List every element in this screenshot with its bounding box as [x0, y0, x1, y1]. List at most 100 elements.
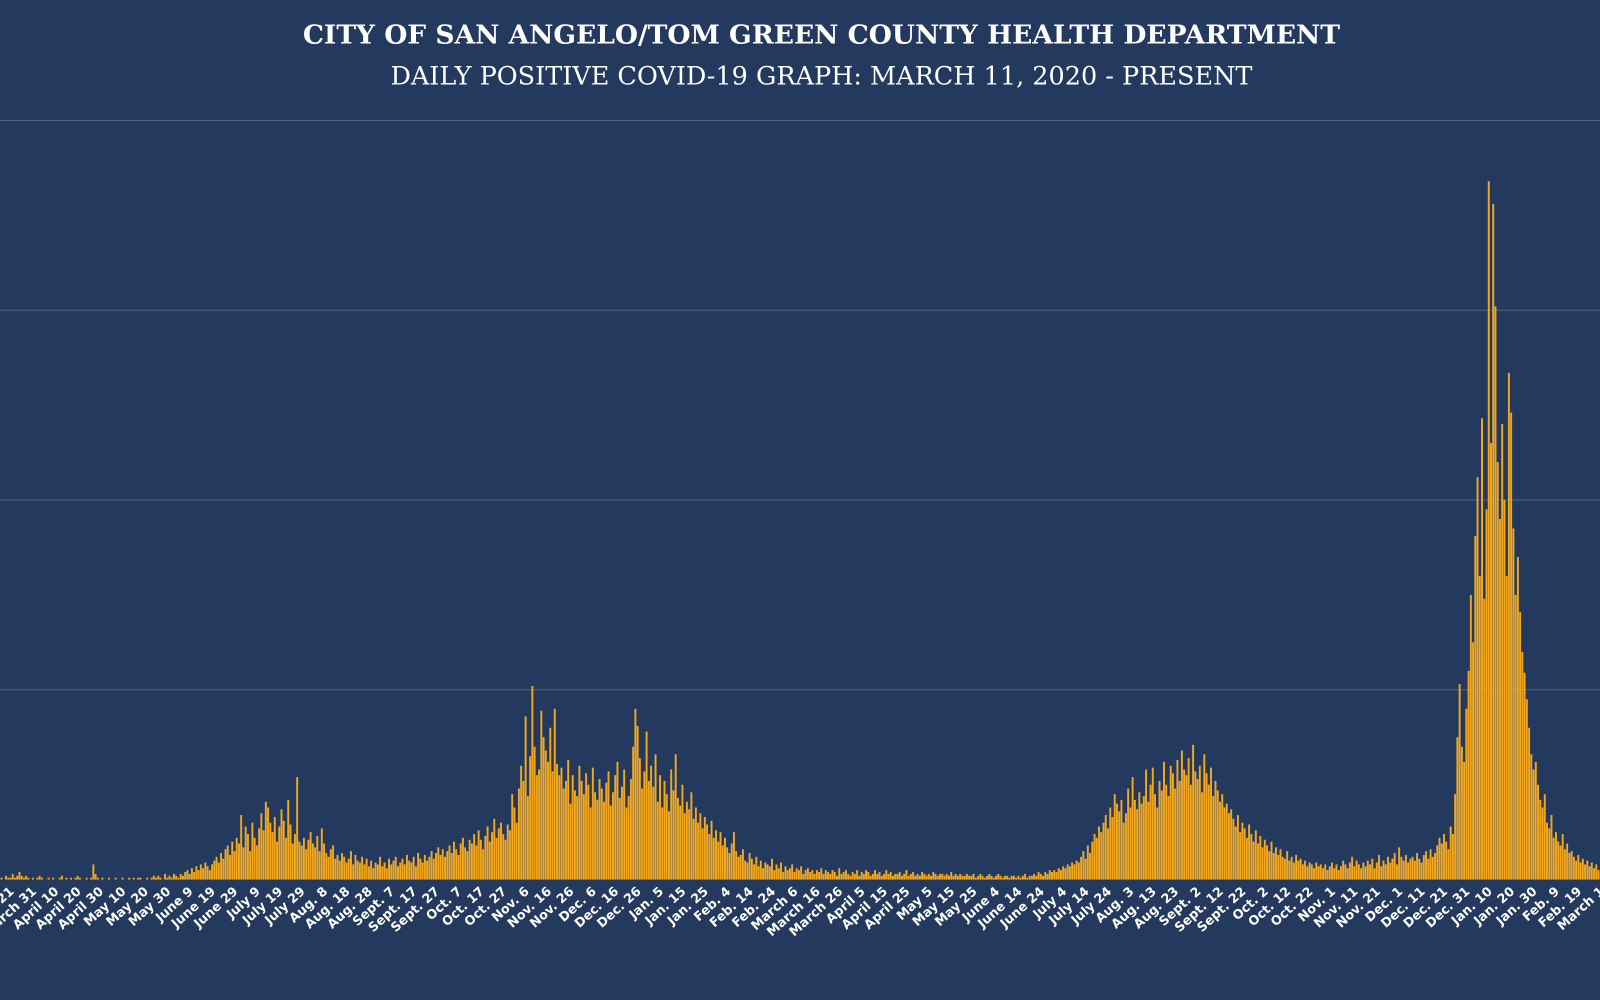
- bar: [372, 868, 375, 880]
- bar: [1593, 868, 1595, 880]
- bar: [605, 782, 608, 880]
- bar: [744, 860, 747, 880]
- bar: [338, 860, 341, 880]
- bar: [1577, 854, 1580, 880]
- bar: [65, 877, 68, 880]
- bar: [585, 773, 588, 880]
- bar: [986, 875, 989, 880]
- bar: [1136, 809, 1139, 880]
- bar: [1198, 765, 1201, 880]
- bar: [500, 822, 502, 880]
- bar: [1093, 834, 1096, 880]
- bar: [11, 873, 14, 880]
- bar: [1543, 794, 1546, 880]
- bar: [323, 843, 326, 880]
- bar: [1232, 818, 1235, 880]
- bar: [25, 875, 28, 880]
- bar: [941, 873, 944, 880]
- bar: [956, 875, 959, 880]
- bar: [847, 873, 850, 880]
- bar: [486, 826, 489, 880]
- bar: [1243, 828, 1246, 880]
- bar: [1382, 860, 1385, 880]
- bar: [1384, 864, 1387, 880]
- bar: [535, 775, 538, 880]
- bar: [1154, 794, 1156, 880]
- bar: [1118, 811, 1121, 880]
- bar: [1234, 826, 1237, 880]
- bar: [1225, 803, 1228, 880]
- bar: [757, 866, 760, 880]
- bar: [1028, 875, 1031, 880]
- bar: [61, 875, 63, 880]
- bar: [992, 877, 995, 880]
- bar: [1572, 856, 1575, 880]
- bar: [1283, 858, 1286, 880]
- bar: [264, 801, 267, 880]
- bar: [1335, 864, 1338, 880]
- bar: [40, 877, 43, 880]
- bar: [1201, 792, 1204, 880]
- bar: [1528, 727, 1531, 880]
- bar: [1221, 794, 1224, 880]
- bar: [562, 788, 565, 880]
- bar: [623, 769, 626, 880]
- bar: [101, 877, 104, 880]
- bar: [497, 828, 500, 880]
- bar: [446, 851, 449, 880]
- bar: [184, 872, 187, 880]
- bar: [262, 830, 265, 880]
- bar: [208, 870, 211, 880]
- bar: [1111, 816, 1114, 880]
- bar: [1279, 849, 1282, 880]
- bar: [869, 875, 872, 880]
- bar: [1590, 862, 1593, 880]
- bar: [1436, 845, 1439, 880]
- bar: [786, 870, 789, 880]
- bar: [883, 873, 885, 880]
- bar: [1310, 864, 1313, 880]
- bar: [914, 875, 917, 880]
- bar: [1167, 796, 1170, 880]
- bar: [954, 873, 957, 880]
- bar: [76, 875, 79, 880]
- bar: [1124, 813, 1127, 880]
- bar: [1586, 860, 1589, 880]
- bar: [768, 866, 771, 880]
- bar: [186, 870, 189, 880]
- bar: [797, 870, 800, 880]
- bar: [1095, 837, 1098, 880]
- bar: [818, 872, 821, 880]
- bar: [246, 834, 249, 880]
- bar: [412, 856, 415, 880]
- bar: [1541, 807, 1544, 880]
- bar: [1171, 773, 1174, 880]
- bar: [439, 854, 442, 880]
- bar: [1487, 181, 1490, 880]
- bar: [880, 875, 883, 880]
- bar: [282, 820, 285, 880]
- bar: [963, 875, 966, 880]
- bar: [936, 875, 939, 880]
- bar: [1460, 746, 1463, 880]
- bar: [455, 849, 458, 880]
- bar: [1375, 862, 1378, 880]
- bar: [1180, 750, 1183, 880]
- bar: [1131, 777, 1134, 880]
- bar: [719, 832, 722, 880]
- bar: [1557, 841, 1560, 880]
- bar: [1416, 853, 1419, 880]
- bar: [426, 860, 429, 880]
- bar: [771, 858, 773, 880]
- bar: [1568, 853, 1571, 880]
- bar: [47, 877, 50, 880]
- bar: [157, 875, 160, 880]
- bar: [822, 873, 825, 880]
- bar: [1575, 860, 1578, 880]
- bar: [968, 875, 971, 880]
- bar: [90, 877, 93, 880]
- bar: [670, 769, 673, 880]
- bar: [1062, 866, 1065, 880]
- bar: [419, 858, 422, 880]
- bar: [791, 864, 794, 880]
